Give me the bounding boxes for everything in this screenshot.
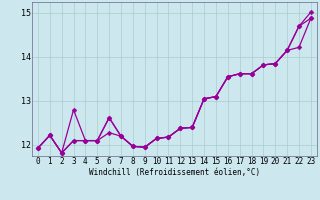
X-axis label: Windchill (Refroidissement éolien,°C): Windchill (Refroidissement éolien,°C) — [89, 168, 260, 177]
